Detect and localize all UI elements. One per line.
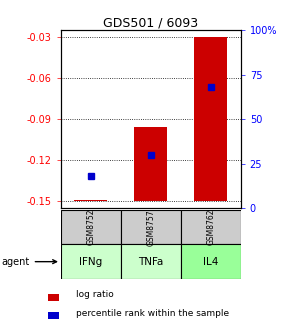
Title: GDS501 / 6093: GDS501 / 6093 xyxy=(103,16,198,29)
Bar xyxy=(61,210,121,245)
Text: IFNg: IFNg xyxy=(79,257,102,267)
Bar xyxy=(74,200,107,202)
Text: TNFa: TNFa xyxy=(138,257,164,267)
Text: GSM8762: GSM8762 xyxy=(206,209,215,246)
Bar xyxy=(48,312,59,319)
Bar xyxy=(61,245,121,279)
Bar xyxy=(121,210,181,245)
Bar xyxy=(134,127,167,202)
Bar xyxy=(194,37,227,202)
Text: GSM8752: GSM8752 xyxy=(86,209,95,246)
Text: GSM8757: GSM8757 xyxy=(146,209,155,246)
Bar xyxy=(181,210,241,245)
Text: IL4: IL4 xyxy=(203,257,218,267)
Bar xyxy=(48,294,59,301)
Bar xyxy=(181,245,241,279)
Bar xyxy=(121,245,181,279)
Text: percentile rank within the sample: percentile rank within the sample xyxy=(76,309,229,318)
Text: log ratio: log ratio xyxy=(76,290,113,299)
Text: agent: agent xyxy=(1,257,57,267)
